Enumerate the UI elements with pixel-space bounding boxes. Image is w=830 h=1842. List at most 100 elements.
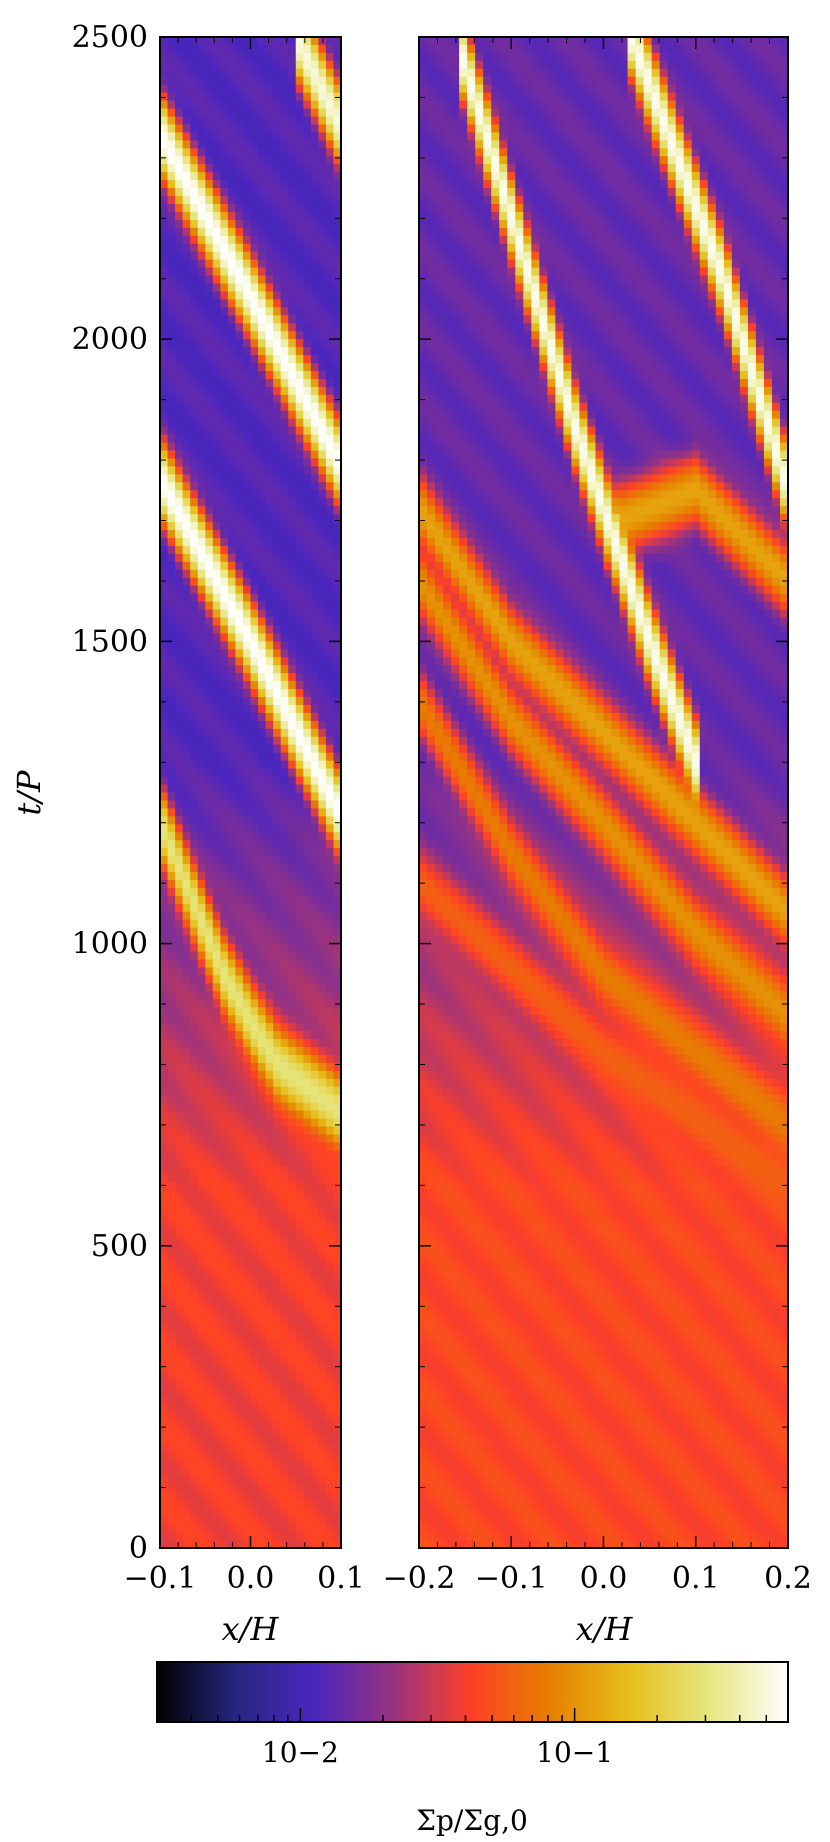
- heatmap-cell: [250, 1190, 259, 1199]
- heatmap-cell: [333, 585, 342, 595]
- heatmap-cell: [182, 204, 191, 213]
- heatmap-cell: [333, 514, 342, 523]
- heatmap-cell: [295, 1182, 304, 1191]
- heatmap-cell: [318, 164, 327, 173]
- heatmap-cell: [265, 426, 274, 436]
- heatmap-cell: [531, 60, 540, 70]
- heatmap-cell: [595, 60, 605, 70]
- heatmap-cell: [205, 641, 214, 650]
- heatmap-cell: [333, 927, 342, 937]
- heatmap-cell: [197, 999, 206, 1008]
- heatmap-cell: [160, 991, 169, 1000]
- heatmap-cell: [325, 1373, 335, 1382]
- heatmap-cell: [205, 506, 214, 515]
- heatmap-cell: [205, 1293, 214, 1303]
- heatmap-cell: [182, 394, 191, 404]
- heatmap-cell: [212, 60, 221, 70]
- heatmap-cell: [182, 1540, 191, 1549]
- heatmap-cell: [318, 1039, 327, 1048]
- heatmap-cell: [318, 1166, 327, 1175]
- heatmap-cell: [182, 1428, 191, 1438]
- heatmap-cell: [303, 1007, 312, 1016]
- heatmap-cell: [288, 864, 297, 873]
- heatmap-cell: [303, 1046, 312, 1056]
- heatmap-cell: [288, 1078, 297, 1088]
- heatmap-cell: [242, 1237, 252, 1247]
- heatmap-cell: [250, 1532, 259, 1541]
- heatmap-cell: [273, 243, 282, 253]
- heatmap-cell: [273, 1460, 282, 1470]
- heatmap-cell: [318, 1118, 327, 1128]
- heatmap-cell: [182, 1062, 191, 1072]
- heatmap-cell: [265, 1365, 274, 1374]
- heatmap-cell: [265, 116, 274, 126]
- heatmap-cell: [273, 1245, 282, 1255]
- heatmap-cell: [250, 538, 259, 547]
- heatmap-cell: [167, 1373, 176, 1382]
- heatmap-cell: [325, 1229, 335, 1239]
- heatmap-cell: [333, 689, 342, 698]
- heatmap-cell: [212, 1452, 221, 1462]
- heatmap-cell: [333, 776, 342, 786]
- heatmap-cell: [273, 1142, 282, 1151]
- heatmap-cell: [258, 943, 267, 953]
- heatmap-cell: [258, 1341, 267, 1350]
- heatmap-cell: [197, 402, 206, 412]
- heatmap-cell: [242, 569, 252, 579]
- heatmap-cell: [258, 211, 267, 221]
- heatmap-cell: [227, 442, 237, 452]
- heatmap-cell: [280, 188, 289, 197]
- heatmap-cell: [333, 879, 342, 889]
- heatmap-cell: [539, 37, 548, 46]
- heatmap-cell: [190, 1213, 199, 1223]
- heatmap-cell: [235, 1452, 244, 1462]
- heatmap-cell: [242, 204, 252, 213]
- heatmap-cell: [280, 267, 289, 277]
- heatmap-cell: [265, 681, 274, 690]
- heatmap-cell: [280, 84, 289, 94]
- heatmap-cell: [182, 1476, 191, 1485]
- heatmap-cell: [205, 872, 214, 881]
- heatmap-cell: [220, 76, 229, 86]
- heatmap-cell: [265, 243, 274, 253]
- heatmap-cell: [303, 641, 312, 650]
- heatmap-cell: [303, 410, 312, 420]
- heatmap-cell: [280, 872, 289, 881]
- heatmap-cell: [310, 744, 319, 754]
- heatmap-cell: [205, 593, 214, 603]
- heatmap-cell: [205, 259, 214, 269]
- heatmap-cell: [190, 1221, 199, 1231]
- right-panel: −0.2 −0.1 0.0 0.1 0.2 x/H: [383, 36, 812, 1648]
- heatmap-cell: [212, 1269, 221, 1279]
- heatmap-cell: [325, 84, 335, 94]
- heatmap-cell: [227, 331, 237, 340]
- heatmap-cell: [303, 1118, 312, 1128]
- heatmap-cell: [190, 188, 199, 197]
- heatmap-cell: [242, 919, 252, 929]
- heatmap-cell: [310, 927, 319, 937]
- heatmap-cell: [303, 1253, 312, 1263]
- heatmap-cell: [242, 1436, 252, 1446]
- heatmap-cell: [197, 1102, 206, 1112]
- heatmap-cell: [265, 1126, 274, 1136]
- heatmap-cell: [227, 1420, 237, 1430]
- heatmap-cell: [250, 1325, 259, 1334]
- heatmap-cell: [265, 808, 274, 817]
- heatmap-cell: [242, 283, 252, 293]
- heatmap-cell: [303, 720, 312, 730]
- heatmap-cell: [235, 506, 244, 515]
- heatmap-cell: [288, 283, 297, 293]
- heatmap-cell: [160, 148, 169, 157]
- heatmap-cell: [318, 657, 327, 666]
- heatmap-cell: [250, 291, 259, 301]
- heatmap-cell: [250, 705, 259, 714]
- heatmap-cell: [707, 76, 717, 86]
- heatmap-cell: [265, 657, 274, 666]
- heatmap-cell: [242, 474, 252, 483]
- heatmap-cell: [310, 1118, 319, 1128]
- heatmap-cell: [160, 1373, 169, 1382]
- heatmap-cell: [667, 37, 677, 46]
- heatmap-cell: [280, 251, 289, 261]
- heatmap-cell: [167, 1190, 176, 1199]
- heatmap-cell: [280, 975, 289, 984]
